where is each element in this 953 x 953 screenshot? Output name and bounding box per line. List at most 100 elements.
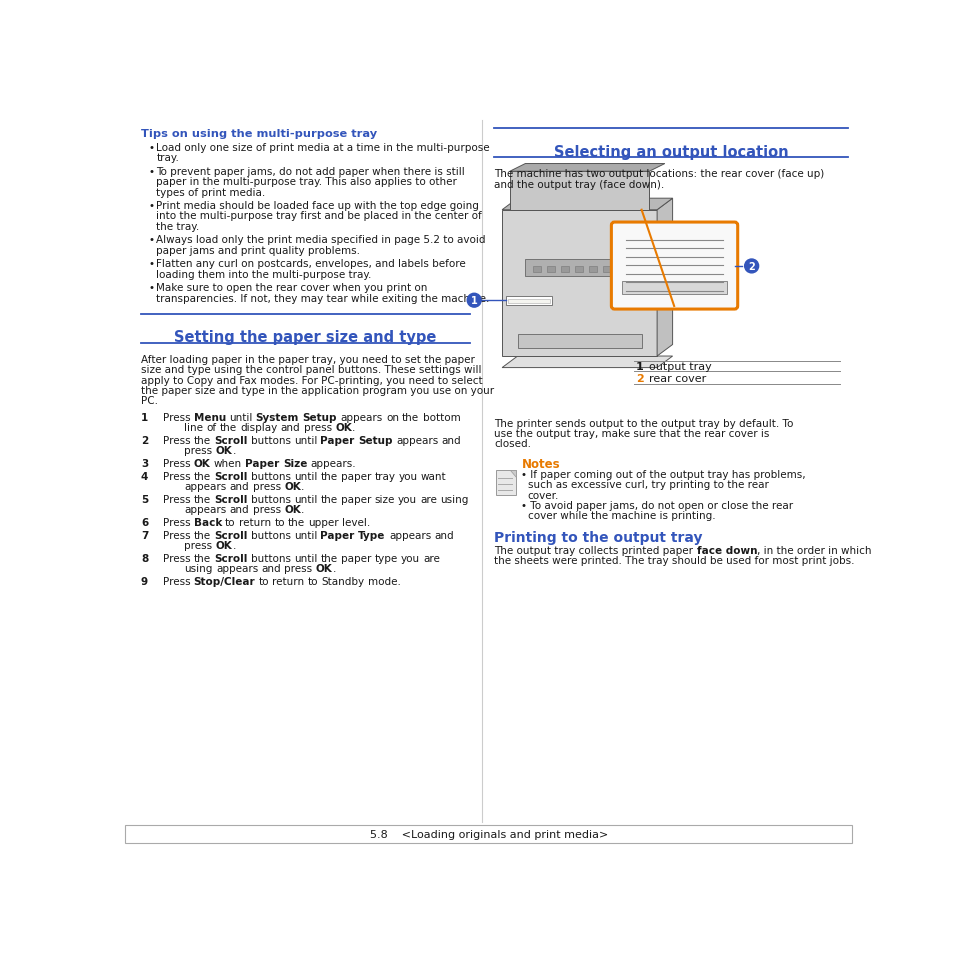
Text: the: the	[193, 495, 211, 504]
Text: level.: level.	[342, 517, 370, 527]
Bar	[546, 266, 555, 273]
Text: 6: 6	[141, 517, 148, 527]
Text: when: when	[213, 458, 241, 469]
Text: Scroll: Scroll	[213, 495, 247, 504]
Text: press: press	[184, 446, 213, 456]
Text: Press: Press	[162, 436, 190, 445]
Text: press: press	[253, 481, 280, 492]
Polygon shape	[501, 356, 672, 368]
Text: until: until	[229, 413, 253, 422]
Text: display: display	[240, 423, 277, 433]
Text: loading them into the multi-purpose tray.: loading them into the multi-purpose tray…	[156, 270, 372, 279]
Text: are: are	[420, 495, 436, 504]
Text: paper: paper	[340, 495, 371, 504]
Text: Press: Press	[162, 458, 190, 469]
Circle shape	[744, 260, 758, 274]
Text: .: .	[333, 563, 335, 574]
Text: the paper size and type in the application program you use on your: the paper size and type in the applicati…	[141, 386, 494, 395]
Text: Tips on using the multi-purpose tray: Tips on using the multi-purpose tray	[141, 129, 376, 139]
Text: and: and	[280, 423, 300, 433]
Text: .: .	[233, 540, 235, 551]
Text: to: to	[274, 517, 285, 527]
Text: • If paper coming out of the output tray has problems,: • If paper coming out of the output tray…	[521, 469, 805, 479]
Text: return: return	[238, 517, 271, 527]
Bar	[125, 825, 852, 843]
Text: Load only one size of print media at a time in the multi-purpose: Load only one size of print media at a t…	[156, 143, 490, 152]
Text: output tray: output tray	[649, 361, 711, 372]
Polygon shape	[501, 199, 672, 211]
Text: press: press	[284, 563, 313, 574]
Text: to: to	[225, 517, 235, 527]
Text: buttons: buttons	[251, 436, 291, 445]
Text: .: .	[352, 423, 355, 433]
Text: Back: Back	[193, 517, 222, 527]
Text: the: the	[402, 413, 418, 422]
Text: until: until	[294, 495, 316, 504]
Text: transparencies. If not, they may tear while exiting the machine.: transparencies. If not, they may tear wh…	[156, 294, 489, 303]
Text: paper: paper	[340, 553, 371, 563]
Text: press: press	[303, 423, 332, 433]
Text: Flatten any curl on postcards, envelopes, and labels before: Flatten any curl on postcards, envelopes…	[156, 259, 466, 269]
Bar	[575, 266, 582, 273]
Text: Stop/Clear: Stop/Clear	[193, 577, 254, 586]
Text: the: the	[288, 517, 305, 527]
Polygon shape	[509, 164, 664, 172]
Text: Press: Press	[162, 517, 190, 527]
Text: the tray.: the tray.	[156, 222, 199, 232]
Text: Setup: Setup	[302, 413, 336, 422]
Text: .: .	[300, 481, 304, 492]
Text: apply to Copy and Fax modes. For PC-printing, you need to select: apply to Copy and Fax modes. For PC-prin…	[141, 375, 482, 385]
Text: Notes: Notes	[521, 457, 559, 470]
Bar	[517, 335, 641, 349]
Text: tray.: tray.	[156, 153, 179, 163]
Text: you: you	[397, 495, 416, 504]
Text: Press: Press	[162, 472, 190, 481]
Text: and: and	[434, 530, 454, 540]
Text: 5.8    <Loading originals and print media>: 5.8 <Loading originals and print media>	[370, 829, 607, 840]
Text: OK: OK	[215, 540, 233, 551]
Text: OK: OK	[215, 446, 233, 456]
Text: After loading paper in the paper tray, you need to set the paper: After loading paper in the paper tray, y…	[141, 355, 475, 364]
Text: The printer sends output to the output tray by default. To: The printer sends output to the output t…	[494, 418, 793, 428]
Text: 2: 2	[747, 262, 754, 272]
Text: 7: 7	[141, 530, 148, 540]
Text: types of print media.: types of print media.	[156, 188, 266, 197]
Text: to: to	[307, 577, 317, 586]
Text: 1: 1	[471, 295, 477, 306]
Text: appears: appears	[395, 436, 437, 445]
Bar	[588, 266, 596, 273]
Text: 2: 2	[636, 374, 643, 383]
Text: Paper: Paper	[245, 458, 279, 469]
Text: on: on	[386, 413, 398, 422]
Text: appears: appears	[184, 481, 227, 492]
Text: the: the	[320, 553, 337, 563]
Text: type: type	[374, 553, 397, 563]
Text: buttons: buttons	[251, 553, 291, 563]
Text: appears: appears	[215, 563, 258, 574]
Text: Paper: Paper	[320, 436, 355, 445]
Text: Make sure to open the rear cover when you print on: Make sure to open the rear cover when yo…	[156, 283, 427, 293]
Text: the: the	[193, 530, 211, 540]
Bar	[560, 266, 568, 273]
Text: The output tray collects printed paper: The output tray collects printed paper	[494, 545, 696, 555]
Text: the: the	[320, 495, 337, 504]
Text: Press: Press	[162, 413, 190, 422]
Text: •: •	[149, 259, 154, 269]
Bar	[525, 259, 633, 276]
Text: the sheets were printed. The tray should be used for most print jobs.: the sheets were printed. The tray should…	[494, 556, 854, 565]
Text: appears: appears	[184, 505, 227, 515]
Text: Setting the paper size and type: Setting the paper size and type	[173, 330, 436, 345]
Text: such as excessive curl, try printing to the rear: such as excessive curl, try printing to …	[527, 479, 768, 490]
Text: closed.: closed.	[494, 439, 531, 449]
Text: 2: 2	[141, 436, 148, 445]
Text: using: using	[184, 563, 213, 574]
Text: the: the	[320, 472, 337, 481]
Text: and: and	[230, 505, 250, 515]
Text: 1: 1	[636, 361, 643, 372]
Text: the: the	[220, 423, 237, 433]
Text: line: line	[184, 423, 203, 433]
Text: want: want	[420, 472, 446, 481]
Text: until: until	[294, 436, 316, 445]
Text: into the multi-purpose tray first and be placed in the center of: into the multi-purpose tray first and be…	[156, 212, 481, 221]
Text: press: press	[253, 505, 280, 515]
